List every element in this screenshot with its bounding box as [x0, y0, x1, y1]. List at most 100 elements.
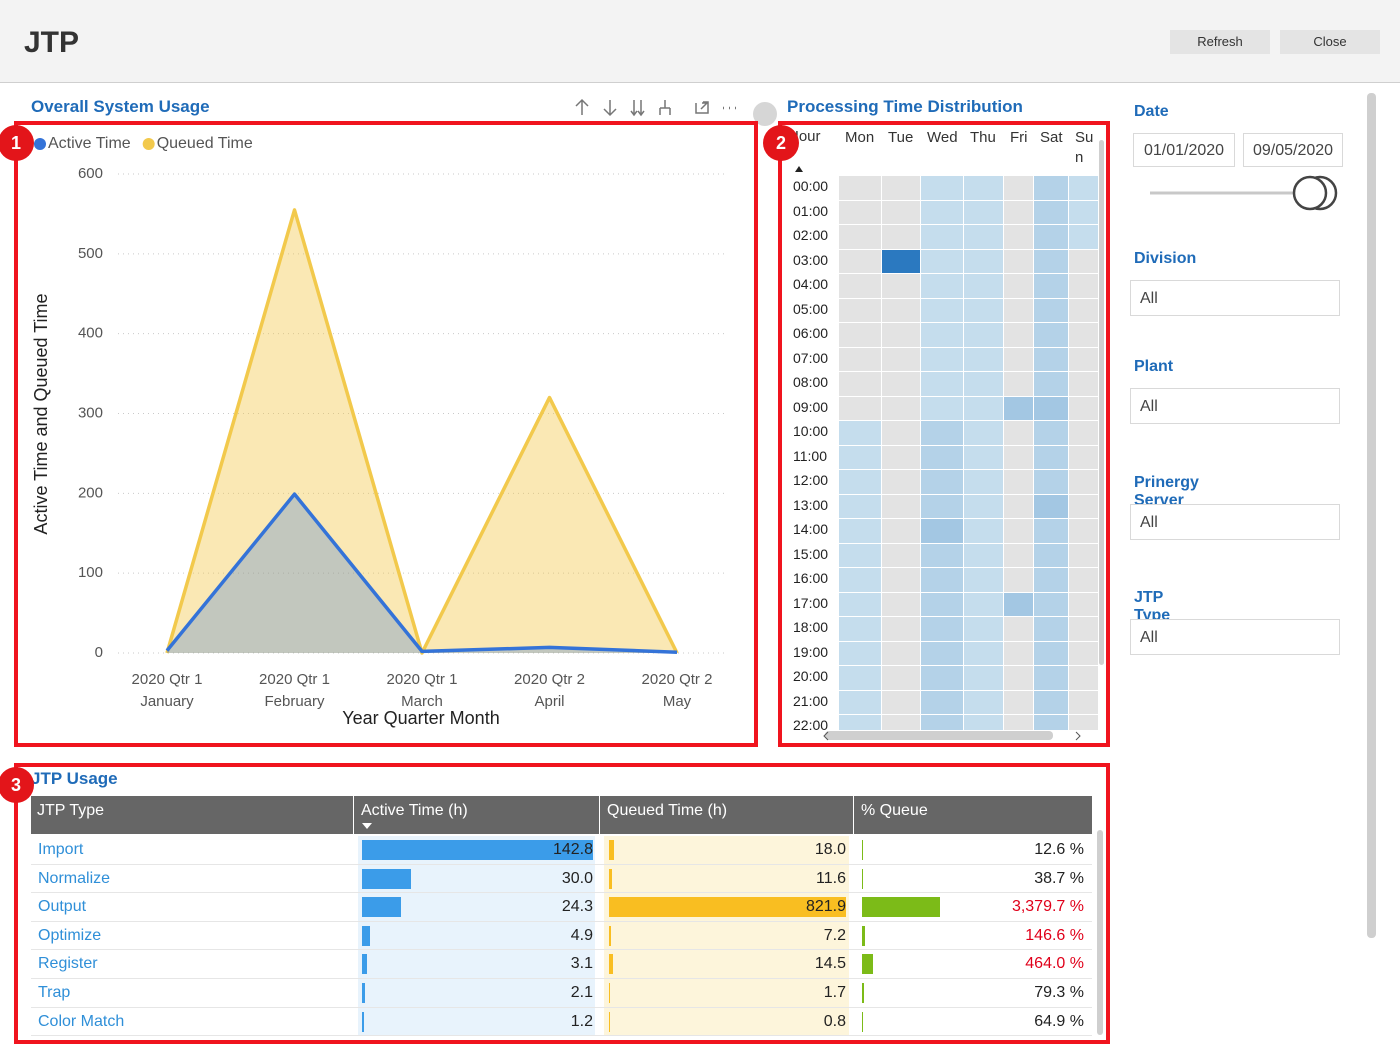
- y-tick-label: 100: [78, 564, 103, 581]
- heatmap-cell: [1004, 298, 1033, 322]
- heatmap-cell: [964, 200, 1003, 224]
- heatmap-cell: [882, 617, 920, 641]
- heatmap-cell: [839, 568, 881, 592]
- heatmap-cell: [1004, 617, 1033, 641]
- heatmap-cell: [1004, 200, 1033, 224]
- icon-focus[interactable]: [695, 101, 709, 114]
- heatmap-cell: [882, 519, 920, 543]
- heatmap-cell: [839, 347, 881, 371]
- dropdown[interactable]: All: [1130, 388, 1340, 424]
- legend-swatch: [34, 138, 46, 150]
- heatmap-cell: [1069, 617, 1098, 641]
- heatmap-cell: [1069, 421, 1098, 445]
- heatmap-cell: [1034, 396, 1068, 420]
- heatmap-row-label: 03:00: [793, 251, 829, 268]
- heatmap-cell: [1069, 323, 1098, 347]
- heatmap-row-label: 21:00: [793, 692, 829, 709]
- icon-drill-down[interactable]: [603, 100, 617, 117]
- dropdown-value: All: [1140, 514, 1158, 531]
- table-scrollbar[interactable]: [1097, 830, 1103, 1035]
- heatmap-cell: [964, 396, 1003, 420]
- heatmap-cell: [1004, 641, 1033, 665]
- heatmap-cell: [1034, 494, 1068, 518]
- heatmap-cell: [964, 298, 1003, 322]
- x-tick-label: 2020 Qtr 1 January: [132, 671, 203, 710]
- heatmap-cell: [839, 396, 881, 420]
- heatmap-column-label: Tue: [888, 129, 914, 146]
- heatmap-cell: [882, 396, 920, 420]
- heatmap-row-label: 17:00: [793, 594, 829, 611]
- highlight-box: [14, 763, 1110, 1044]
- v-scroll-thumb[interactable]: [1099, 140, 1104, 665]
- page-scrollbar[interactable]: [1367, 93, 1376, 938]
- scroll-left[interactable]: [823, 731, 829, 741]
- heatmap-column-label: Mon: [845, 129, 875, 146]
- icon-next-level[interactable]: [630, 100, 645, 117]
- heatmap-cell: [839, 543, 881, 567]
- heatmap-cell: [882, 372, 920, 396]
- heatmap-row-label: 19:00: [793, 643, 829, 660]
- heatmap-cell: [1069, 347, 1098, 371]
- heatmap-column-label: Fri: [1010, 129, 1028, 146]
- filter-label: Date: [1134, 103, 1169, 120]
- heatmap-column-label: Sat: [1040, 129, 1063, 146]
- heatmap-cell: [1069, 298, 1098, 322]
- legend-swatch: [142, 138, 155, 150]
- heatmap-cell: [882, 347, 920, 371]
- annotation-badge: 1: [0, 125, 34, 161]
- chart-title: Overall System Usage: [31, 97, 210, 116]
- heatmap-scrollbars: [823, 731, 1081, 741]
- scroll-right[interactable]: [1075, 731, 1081, 741]
- heatmap-cell: [1069, 225, 1098, 249]
- heatmap-cell: [1034, 519, 1068, 543]
- heatmap-cell: [921, 347, 963, 371]
- heatmap-cell: [1069, 470, 1098, 494]
- date-slider-start[interactable]: [1292, 175, 1328, 211]
- heatmap-cell: [839, 445, 881, 469]
- x-tick-label: 2020 Qtr 1 March: [387, 671, 458, 710]
- heatmap-cell: [882, 666, 920, 690]
- heatmap-cell: [882, 323, 920, 347]
- date-start[interactable]: 01/01/2020: [1133, 133, 1235, 167]
- heatmap-cell: [964, 274, 1003, 298]
- heatmap-cell: [1034, 274, 1068, 298]
- heatmap-column-label: Thu: [970, 129, 996, 146]
- heatmap-cell: [839, 200, 881, 224]
- heatmap-cell: [1004, 470, 1033, 494]
- x-tick-line: February: [264, 693, 325, 710]
- heatmap-row-label: 20:00: [793, 668, 829, 684]
- heatmap-row-label: 00:00: [793, 178, 829, 194]
- heatmap-cell: [882, 176, 920, 200]
- heatmap-cell: [1004, 323, 1033, 347]
- heatmap-row-label: 04:00: [793, 276, 829, 292]
- visual-toolbar: [575, 98, 736, 117]
- heatmap-cell: [964, 568, 1003, 592]
- area-line: [165, 492, 678, 654]
- sort-caret: [795, 166, 803, 172]
- h-scroll-thumb[interactable]: [825, 731, 1053, 740]
- y-tick-label: 200: [78, 484, 103, 501]
- heatmap-cell: [1034, 543, 1068, 567]
- heatmap-cell: [1004, 715, 1033, 730]
- heatmap-cell: [882, 715, 920, 730]
- heatmap-cell: [1069, 543, 1098, 567]
- heatmap-cell: [1004, 396, 1033, 420]
- heatmap-row-label: 02:00: [793, 227, 829, 243]
- icon-clock: [753, 102, 777, 126]
- heatmap-cell: [1069, 200, 1098, 224]
- heatmap-cell: [921, 519, 963, 543]
- dropdown-value: All: [1140, 290, 1158, 307]
- x-tick-label: 2020 Qtr 1 February: [259, 671, 330, 710]
- dropdown[interactable]: All: [1130, 504, 1340, 540]
- dropdown[interactable]: All: [1130, 280, 1340, 316]
- legend-label: Active Time: [48, 135, 131, 152]
- icon-expand[interactable]: [659, 100, 671, 115]
- heatmap-cell: [1069, 568, 1098, 592]
- heatmap-row-label: 15:00: [793, 545, 829, 562]
- dropdown[interactable]: All: [1130, 619, 1340, 655]
- refresh-button[interactable]: Refresh: [1170, 30, 1270, 54]
- heatmap-cell: [882, 249, 920, 273]
- icon-drill-up[interactable]: [575, 98, 589, 115]
- date-end[interactable]: 09/05/2020: [1243, 133, 1343, 167]
- close-button[interactable]: Close: [1280, 30, 1380, 54]
